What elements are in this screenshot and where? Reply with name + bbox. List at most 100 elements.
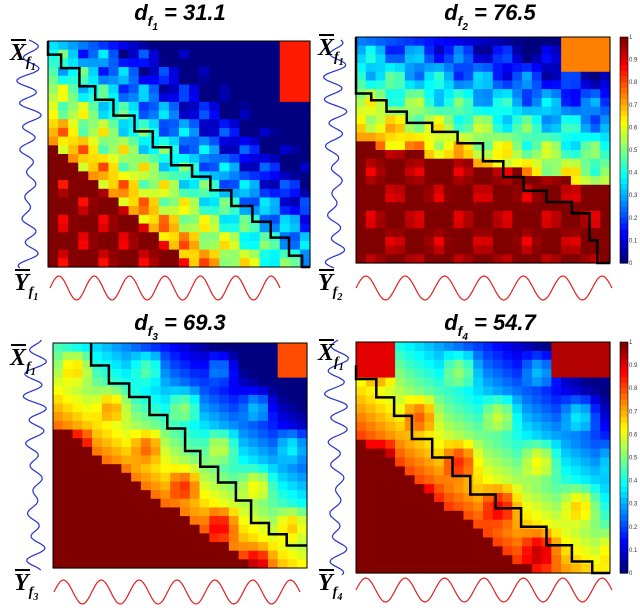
heatmap-cell (289, 214, 301, 225)
colorbar-segment (620, 121, 628, 128)
heatmap-cell (356, 254, 367, 264)
heatmap-cell (551, 132, 562, 142)
heatmap-cell (118, 119, 130, 129)
heatmap-cell (483, 386, 494, 396)
heatmap-cell (473, 167, 484, 177)
heatmap-cell (150, 377, 162, 387)
heatmap-cell (78, 101, 89, 112)
colorbar-tick-label: 0.5 (629, 456, 638, 462)
heatmap-cell (600, 368, 611, 379)
heatmap-cell (259, 206, 271, 216)
heatmap-cell (267, 368, 279, 379)
heatmap-cell (68, 93, 79, 103)
heatmap-cell (101, 403, 113, 413)
heatmap-cell (138, 41, 150, 51)
heatmap-cell (287, 412, 298, 422)
heatmap-cell (404, 404, 416, 414)
colorbar-segment (620, 388, 628, 395)
heatmap-cell (111, 507, 122, 517)
heatmap-cell (140, 377, 152, 387)
heatmap-cell (492, 368, 504, 379)
heatmap-cell (531, 210, 543, 221)
heatmap-cell (541, 555, 552, 565)
heatmap-cell (158, 223, 170, 233)
heatmap-cell (502, 71, 513, 82)
heatmap-cell (92, 507, 103, 517)
heatmap-cell (111, 559, 122, 569)
heatmap-cell (551, 150, 562, 160)
heatmap-cell (404, 510, 416, 521)
heatmap-cell (600, 184, 611, 195)
heatmap-cell (248, 343, 259, 353)
heatmap-cell (180, 542, 191, 552)
heatmap-cell (443, 484, 455, 494)
heatmap-cell (189, 403, 201, 413)
heatmap-cell (277, 516, 289, 526)
heatmap-cell (531, 132, 543, 142)
heatmap-cell (289, 206, 301, 216)
heatmap-cell (277, 403, 289, 413)
heatmap-cell (522, 54, 533, 64)
heatmap-cell (138, 101, 150, 112)
heatmap-cell (148, 145, 160, 155)
heatmap-cell (92, 559, 103, 569)
heatmap-cell (570, 236, 582, 247)
heatmap-cell (279, 101, 291, 112)
heatmap-cell (531, 89, 543, 99)
heatmap-cell (375, 484, 386, 494)
heatmap-cell (98, 188, 110, 199)
heatmap-cell (248, 360, 259, 370)
colorbar-segment (620, 116, 628, 123)
heatmap-cell (138, 258, 150, 268)
heatmap-cell (531, 359, 543, 370)
heatmap-cell (101, 455, 113, 465)
heatmap-cell (512, 404, 523, 414)
heatmap-cell (590, 404, 601, 414)
heatmap-cell (121, 420, 132, 431)
heatmap-cell (108, 197, 120, 207)
heatmap-cell (279, 84, 291, 94)
heatmap-cell (502, 359, 513, 370)
heatmap-cell (92, 498, 103, 509)
warping-path (46, 41, 310, 269)
heatmap-cell (356, 158, 367, 168)
heatmap-cell (160, 420, 171, 431)
heatmap-cell (269, 240, 281, 251)
heatmap-cell (473, 475, 484, 485)
heatmap-cell (239, 84, 251, 94)
heatmap-cell (600, 132, 611, 142)
heatmap-cell (189, 119, 200, 129)
heatmap-cell (78, 136, 89, 146)
heatmap-cell (600, 537, 611, 547)
heatmap-cell (365, 202, 377, 212)
heatmap-cell (98, 162, 110, 172)
heatmap-cell (150, 464, 162, 474)
heatmap-cell (561, 176, 572, 186)
heatmap-cell (512, 63, 523, 73)
heatmap-cell (483, 202, 494, 212)
heatmap-cell (551, 350, 562, 361)
heatmap-cell (228, 343, 240, 353)
heatmap-cell (219, 542, 230, 552)
heatmap-cell (179, 93, 190, 103)
heatmap-cell (600, 176, 611, 186)
heatmap-cell (150, 420, 162, 431)
heatmap-cell (463, 475, 474, 485)
heatmap-cell (365, 395, 377, 405)
heatmap-cell (570, 439, 582, 450)
heatmap-cell (248, 351, 259, 361)
heatmap-cell (82, 498, 93, 509)
heatmap-cell (62, 464, 74, 474)
heatmap-cell (209, 472, 220, 483)
heatmap-cell (385, 150, 396, 160)
heatmap-cell (443, 413, 455, 423)
heatmap-cell (561, 97, 572, 108)
heatmap-cell (88, 84, 99, 94)
heatmap-cell (443, 386, 455, 396)
heatmap-cell (395, 54, 406, 64)
heatmap-cell (219, 455, 230, 465)
heatmap-cell (531, 254, 543, 264)
heatmap-cell (48, 154, 59, 164)
colorbar: 00.10.20.30.40.50.60.70.80.91 (619, 340, 638, 577)
heatmap-cell (356, 202, 367, 212)
